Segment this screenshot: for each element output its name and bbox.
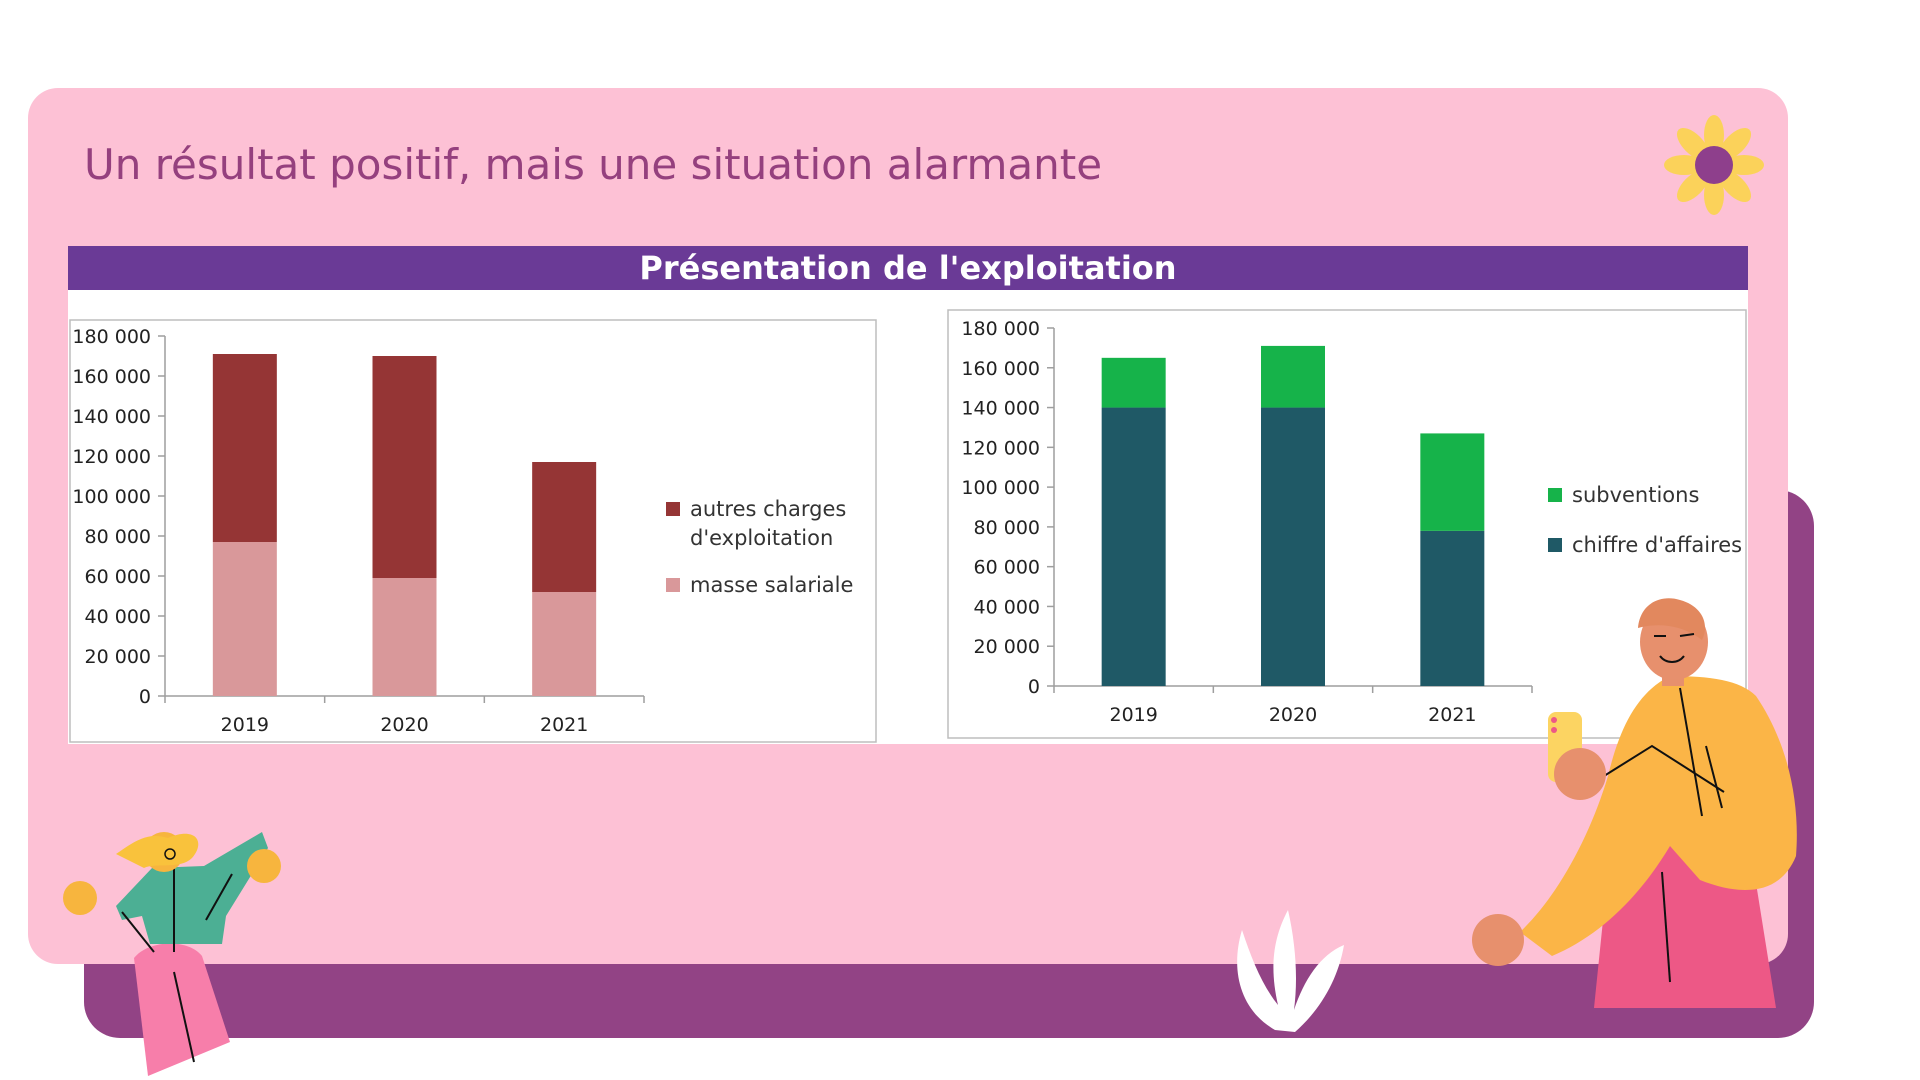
legend-swatch	[666, 502, 680, 516]
chart-produits: 0 20 000 40 000 60 000 80 000 100 000 120 000 1…	[947, 309, 1747, 739]
y-tick-label: 20 000	[974, 636, 1040, 658]
figure-body: 0 20 000 40 000 60 000 80 000 100 000 120 000 1…	[68, 290, 1748, 744]
y-tick-label: 40 000	[974, 596, 1040, 618]
legend-swatch	[666, 578, 680, 592]
y-tick-label: 160 000	[72, 366, 151, 388]
bar-2019-series-1	[212, 354, 277, 542]
plant-illustration	[1237, 910, 1344, 1032]
y-tick-label: 80 000	[974, 517, 1040, 539]
y-tick-label: 0	[139, 686, 151, 708]
bar-2020-series-0	[1261, 407, 1325, 686]
x-tick-label: 2020	[380, 714, 428, 736]
y-tick-label: 100 000	[961, 477, 1040, 499]
y-tick-label: 60 000	[974, 557, 1040, 579]
figure-banner: Présentation de l'exploitation	[68, 246, 1748, 290]
chart-charges: 0 20 000 40 000 60 000 80 000 100 000 120 000 1…	[69, 319, 877, 743]
legend-label: autres charges d'exploitation	[690, 497, 846, 550]
y-tick-label: 100 000	[72, 486, 151, 508]
figure-panel: Présentation de l'exploitation 0 20 000 40…	[68, 246, 1748, 744]
bar-2021-series-1	[532, 462, 597, 592]
flower-icon	[1664, 115, 1764, 215]
y-tick-label: 120 000	[72, 446, 151, 468]
bar-2021-series-0	[532, 592, 597, 696]
y-tick-label: 80 000	[85, 526, 151, 548]
y-tick-label: 140 000	[961, 398, 1040, 420]
y-tick-label: 40 000	[85, 606, 151, 628]
bar-2019-series-0	[1101, 407, 1166, 686]
bar-2021-series-1	[1420, 433, 1485, 531]
bar-2019-series-1	[1101, 357, 1166, 408]
y-tick-label: 0	[1028, 676, 1040, 698]
person-with-phone-illustration	[1472, 598, 1797, 1008]
y-tick-label: 120 000	[961, 437, 1040, 459]
x-tick-label: 2020	[1269, 704, 1317, 726]
legend-label: masse salariale	[690, 573, 853, 597]
y-tick-label: 160 000	[961, 358, 1040, 380]
x-tick-label: 2021	[540, 714, 588, 736]
bar-2019-series-0	[212, 542, 277, 696]
legend-swatch	[1548, 488, 1562, 502]
bar-2020-series-1	[1261, 345, 1325, 408]
bar-2020-series-0	[372, 578, 437, 696]
legend-label: chiffre d'affaires	[1572, 533, 1742, 557]
y-tick-label: 60 000	[85, 566, 151, 588]
chart-frame	[69, 319, 877, 743]
legend-swatch	[1548, 538, 1562, 552]
y-tick-label: 140 000	[72, 406, 151, 428]
bar-2021-series-0	[1420, 530, 1485, 686]
chart-frame	[947, 309, 1747, 739]
x-tick-label: 2019	[1109, 704, 1157, 726]
legend-label: subventions	[1572, 483, 1699, 507]
bar-2020-series-1	[372, 356, 437, 578]
y-tick-label: 180 000	[72, 326, 151, 348]
person-shrugging-illustration	[63, 832, 281, 1076]
x-tick-label: 2019	[221, 714, 269, 736]
x-tick-label: 2021	[1428, 704, 1476, 726]
y-tick-label: 20 000	[85, 646, 151, 668]
slide-title: Un résultat positif, mais une situation …	[84, 140, 1103, 189]
y-tick-label: 180 000	[961, 318, 1040, 340]
